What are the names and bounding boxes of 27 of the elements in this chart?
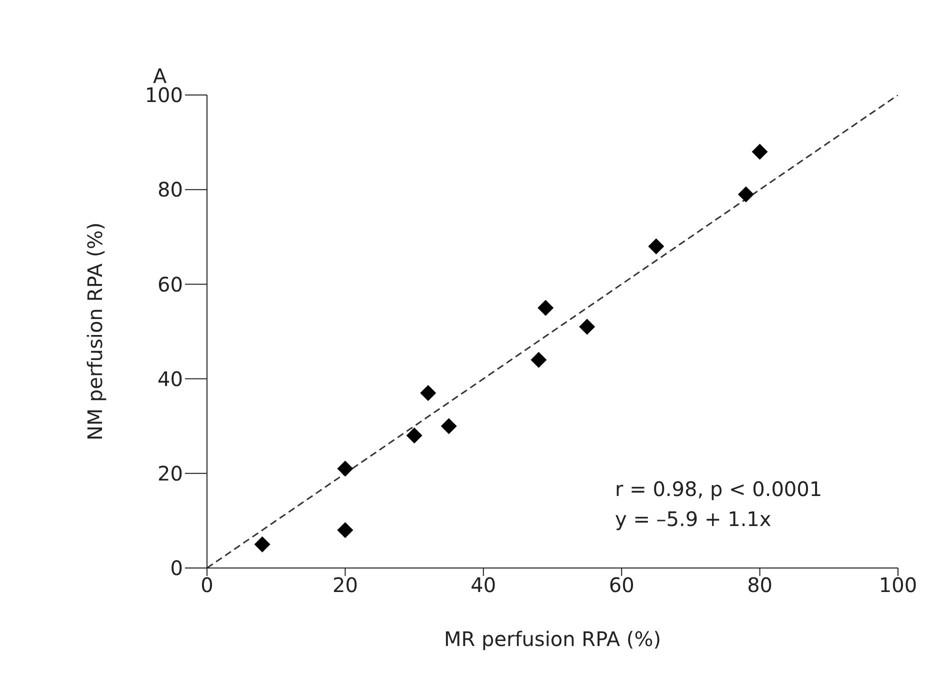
point xyxy=(254,536,270,552)
y-tick-label: 80 xyxy=(158,178,183,202)
point xyxy=(337,522,354,538)
point xyxy=(530,352,547,368)
annotation: y = –5.9 + 1.1x xyxy=(615,506,772,533)
y-tick-label: 60 xyxy=(158,272,183,296)
point xyxy=(420,384,436,401)
annotation: r = 0.98, p < 0.0001 xyxy=(615,476,822,503)
y-axis-title: NM perfusion RPA (%) xyxy=(83,222,108,441)
x-tick-label: 80 xyxy=(747,573,773,598)
x-tick-label: 0 xyxy=(200,573,214,598)
x-tick-label: 100 xyxy=(878,573,918,598)
point xyxy=(337,460,354,477)
y-tick-label: 0 xyxy=(170,556,183,580)
point xyxy=(752,144,768,160)
x-axis-title: MR perfusion RPA (%) xyxy=(444,627,662,651)
x-tick-label: 40 xyxy=(470,573,496,598)
point xyxy=(579,318,596,335)
y-tick-label: 40 xyxy=(158,366,183,391)
x-tick-label: 60 xyxy=(608,573,634,598)
point xyxy=(738,186,754,202)
point xyxy=(538,300,554,316)
y-tick-label: 20 xyxy=(158,462,183,486)
point xyxy=(648,238,664,254)
point xyxy=(406,428,422,444)
x-tick-label: 20 xyxy=(332,573,358,598)
point xyxy=(440,418,457,434)
